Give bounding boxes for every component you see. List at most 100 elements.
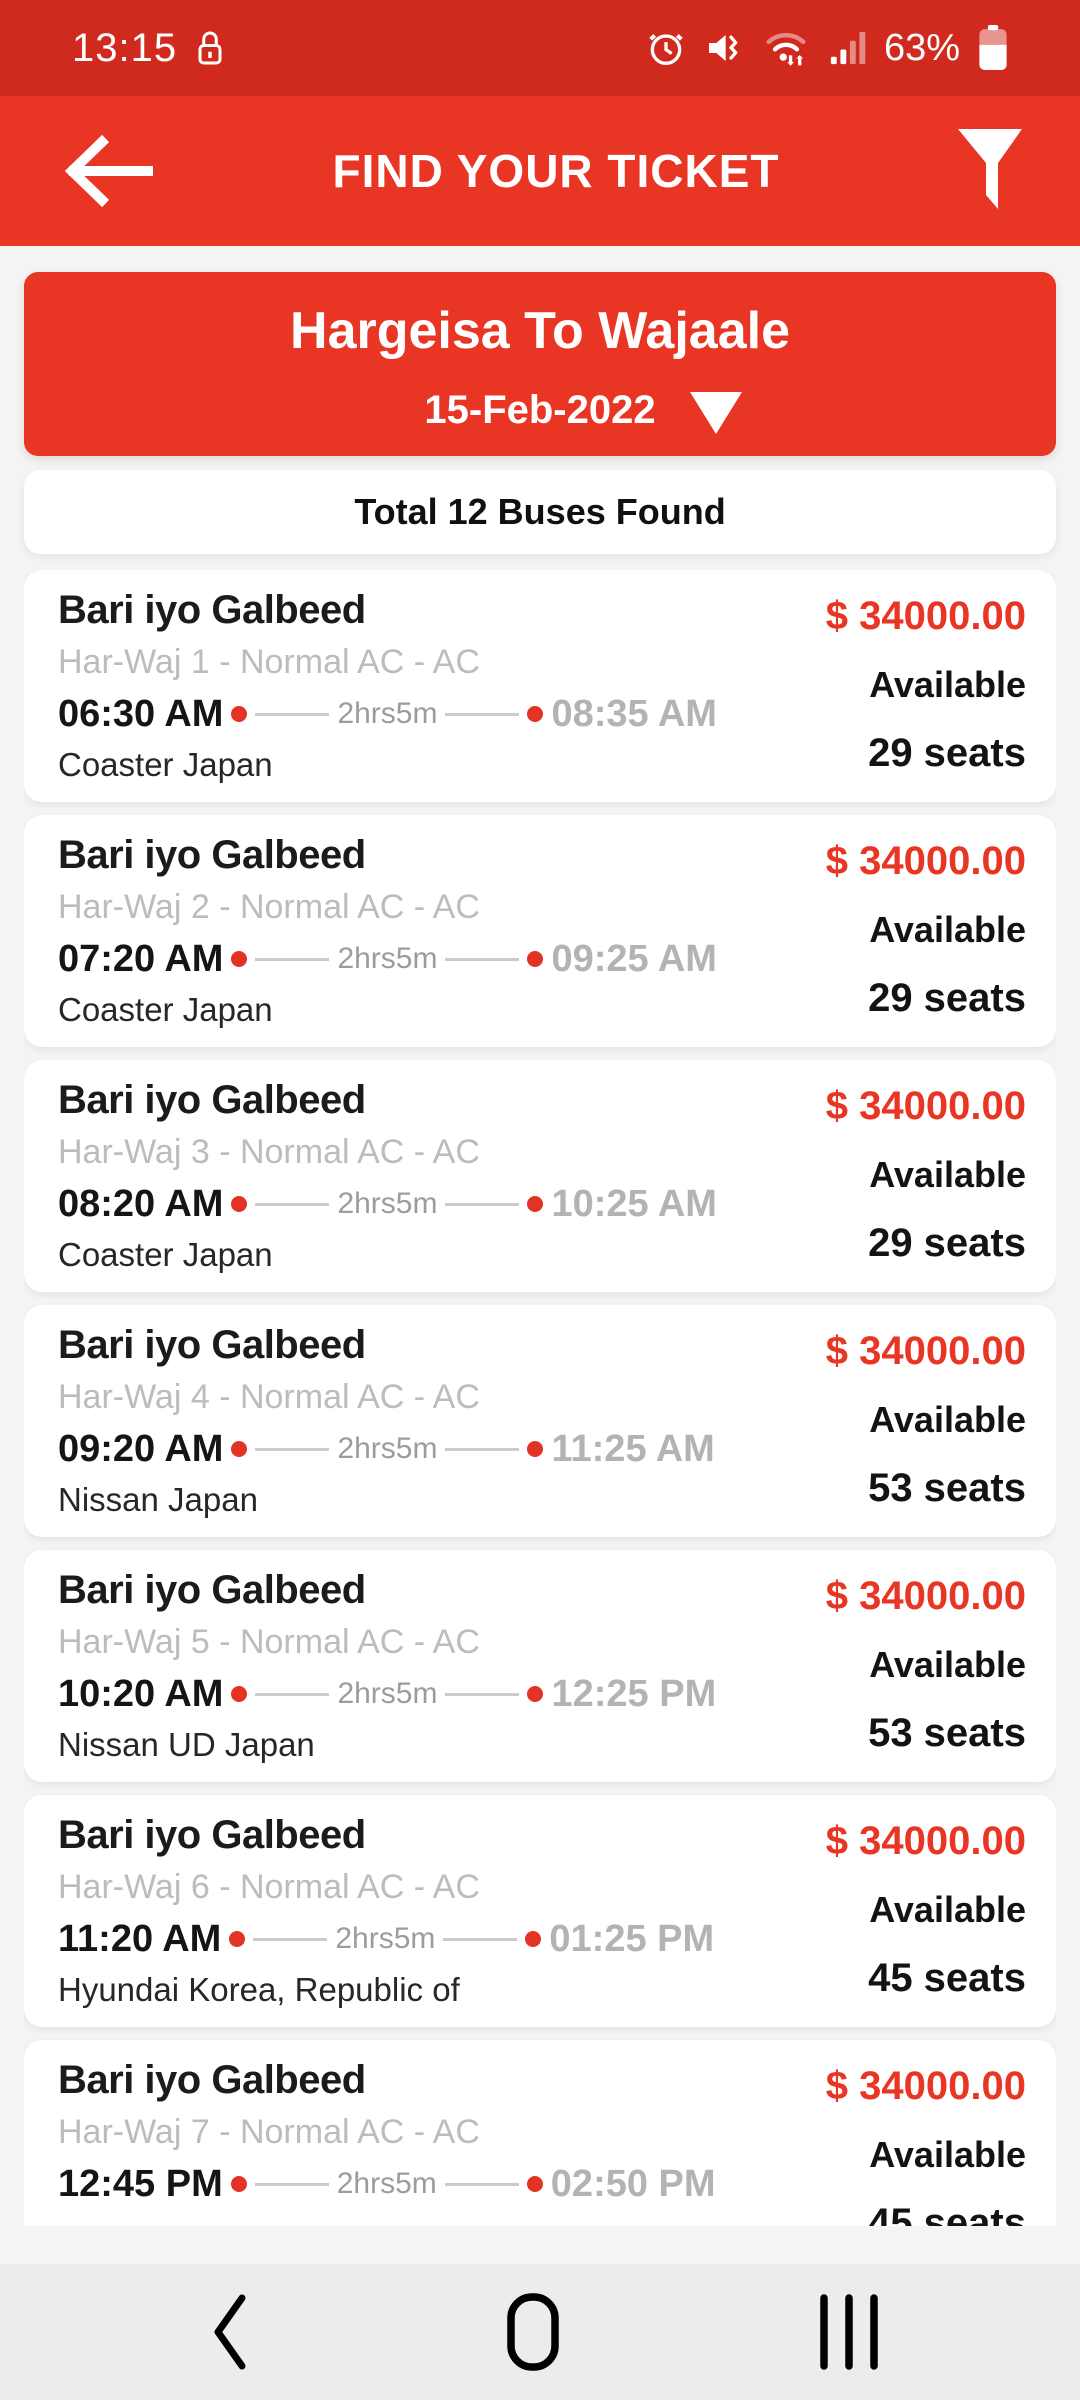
- departure-time: 12:45 PM: [58, 2162, 223, 2205]
- route-end-dot: [527, 1686, 544, 1703]
- bus-vehicle: Nissan UD Japan: [58, 1725, 315, 1763]
- availability-badge: Available: [869, 1889, 1026, 1930]
- filter-icon: [956, 127, 1024, 215]
- results-count-text: Total 12 Buses Found: [354, 491, 726, 532]
- content: Hargeisa To Wajaale 15-Feb-2022 Total 12…: [0, 246, 1080, 2226]
- bus-card[interactable]: Bari iyo Galbeed Har-Waj 4 - Normal AC -…: [24, 1305, 1056, 1537]
- trip-duration: 2hrs5m: [337, 697, 438, 731]
- bus-price: $ 34000.00: [825, 1084, 1026, 1128]
- alarm-icon: [646, 28, 686, 68]
- bus-card[interactable]: Bari iyo Galbeed Har-Waj 1 - Normal AC -…: [24, 570, 1056, 802]
- route-start-dot: [231, 1196, 248, 1213]
- route-line: [255, 957, 330, 961]
- nav-home-button[interactable]: [506, 2292, 560, 2372]
- bus-vehicle: Coaster Japan: [58, 745, 273, 783]
- bus-operator: Bari iyo Galbeed: [58, 588, 366, 632]
- back-arrow-icon: [56, 132, 156, 210]
- bus-card[interactable]: Bari iyo Galbeed Har-Waj 5 - Normal AC -…: [24, 1550, 1056, 1782]
- route-line: [255, 1692, 330, 1696]
- bus-card-left: Bari iyo Galbeed Har-Waj 3 - Normal AC -…: [58, 1078, 814, 1274]
- route-line: [254, 2182, 329, 2186]
- route-line: [443, 1937, 518, 1941]
- bus-card[interactable]: Bari iyo Galbeed Har-Waj 6 - Normal AC -…: [24, 1795, 1056, 2027]
- bus-service-info: Har-Waj 2 - Normal AC - AC: [58, 888, 480, 927]
- trip-duration: 2hrs5m: [337, 1677, 438, 1711]
- bus-vehicle: Coaster Japan: [58, 990, 273, 1028]
- departure-time: 07:20 AM: [58, 937, 224, 980]
- bus-price: $ 34000.00: [825, 1329, 1026, 1373]
- bus-times-row: 11:20 AM 2hrs5m 01:25 PM: [58, 1918, 814, 1961]
- bus-card-right: $ 34000.00 Available 53 seats: [826, 1323, 1026, 1519]
- departure-time: 09:20 AM: [58, 1427, 224, 1470]
- route-start-dot: [231, 951, 248, 968]
- bus-list: Bari iyo Galbeed Har-Waj 1 - Normal AC -…: [24, 570, 1056, 2226]
- bus-price: $ 34000.00: [825, 1819, 1026, 1863]
- nav-recents-icon: [818, 2293, 880, 2371]
- bus-card[interactable]: Bari iyo Galbeed Har-Waj 2 - Normal AC -…: [24, 815, 1056, 1047]
- bus-price: $ 34000.00: [825, 2064, 1026, 2108]
- route-start-dot: [230, 2176, 247, 2193]
- bus-times-row: 06:30 AM 2hrs5m 08:35 AM: [58, 693, 814, 736]
- bus-price: $ 34000.00: [825, 1574, 1026, 1618]
- route-line: [253, 1937, 328, 1941]
- bus-price: $ 34000.00: [825, 839, 1026, 883]
- bus-card-left: Bari iyo Galbeed Har-Waj 2 - Normal AC -…: [58, 833, 814, 1029]
- route-end-dot: [525, 1931, 542, 1948]
- route-start-dot: [231, 706, 248, 723]
- nav-back-button[interactable]: [212, 2293, 248, 2371]
- nav-recents-button[interactable]: [818, 2293, 880, 2371]
- bus-card[interactable]: Bari iyo Galbeed Har-Waj 7 - Normal AC -…: [24, 2040, 1056, 2226]
- bus-service-info: Har-Waj 1 - Normal AC - AC: [58, 643, 480, 682]
- wifi-icon: [762, 27, 810, 69]
- bus-service-info: Har-Waj 7 - Normal AC - AC: [58, 2113, 480, 2152]
- nav-back-icon: [212, 2293, 248, 2371]
- route-start-dot: [229, 1931, 246, 1948]
- arrival-time: 11:25 AM: [551, 1427, 715, 1470]
- bus-operator: Bari iyo Galbeed: [58, 1813, 366, 1857]
- bus-times-row: 07:20 AM 2hrs5m 09:25 AM: [58, 938, 814, 981]
- route-selector-card[interactable]: Hargeisa To Wajaale 15-Feb-2022: [24, 272, 1056, 456]
- route-title: Hargeisa To Wajaale: [290, 302, 790, 360]
- battery-icon: [978, 25, 1008, 71]
- vibrate-mute-icon: [704, 28, 744, 68]
- status-bar: 13:15: [0, 0, 1080, 96]
- results-count-bar: Total 12 Buses Found: [24, 470, 1056, 554]
- route-line: [445, 1692, 520, 1696]
- bus-vehicle: Coaster Japan: [58, 1235, 273, 1273]
- bus-service-info: Har-Waj 5 - Normal AC - AC: [58, 1623, 480, 1662]
- battery-percent: 63%: [883, 26, 960, 69]
- bus-card-right: $ 34000.00 Available 45 seats: [826, 2058, 1026, 2226]
- route-start-dot: [231, 1441, 248, 1458]
- arrival-time: 09:25 AM: [551, 937, 717, 980]
- route-line: [255, 1202, 330, 1206]
- arrival-time: 08:35 AM: [551, 692, 717, 735]
- signal-icon: [828, 29, 866, 67]
- travel-date: 15-Feb-2022: [424, 388, 656, 432]
- bus-vehicle: Hyundai Korea, Republic of: [58, 1970, 460, 2008]
- seats-count: 45 seats: [868, 1956, 1026, 2000]
- bus-service-info: Har-Waj 3 - Normal AC - AC: [58, 1133, 480, 1172]
- back-button[interactable]: [56, 132, 156, 210]
- bus-operator: Bari iyo Galbeed: [58, 2058, 366, 2102]
- bus-card-left: Bari iyo Galbeed Har-Waj 1 - Normal AC -…: [58, 588, 814, 784]
- route-end-dot: [527, 706, 544, 723]
- departure-time: 11:20 AM: [58, 1917, 222, 1960]
- bus-card-left: Bari iyo Galbeed Har-Waj 6 - Normal AC -…: [58, 1813, 814, 2009]
- trip-duration: 2hrs5m: [337, 1187, 438, 1221]
- filter-button[interactable]: [956, 127, 1024, 215]
- trip-duration: 2hrs5m: [335, 1922, 436, 1956]
- availability-badge: Available: [869, 909, 1026, 950]
- bus-times-row: 08:20 AM 2hrs5m 10:25 AM: [58, 1183, 814, 1226]
- bus-card-left: Bari iyo Galbeed Har-Waj 5 - Normal AC -…: [58, 1568, 814, 1764]
- dropdown-triangle-icon[interactable]: [690, 392, 742, 434]
- seats-count: 53 seats: [868, 1466, 1026, 1510]
- bus-service-info: Har-Waj 4 - Normal AC - AC: [58, 1378, 480, 1417]
- bus-vehicle: Nissan Japan: [58, 1480, 258, 1518]
- bus-card-right: $ 34000.00 Available 29 seats: [826, 833, 1026, 1029]
- bus-operator: Bari iyo Galbeed: [58, 1078, 366, 1122]
- availability-badge: Available: [869, 1644, 1026, 1685]
- route-start-dot: [231, 1686, 248, 1703]
- route-line: [445, 1202, 520, 1206]
- seats-count: 53 seats: [868, 1711, 1026, 1755]
- bus-card[interactable]: Bari iyo Galbeed Har-Waj 3 - Normal AC -…: [24, 1060, 1056, 1292]
